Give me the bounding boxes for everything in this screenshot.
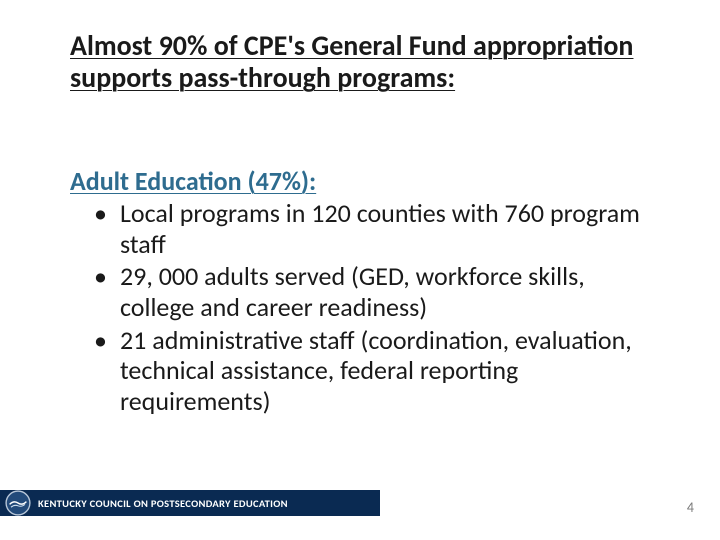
slide: Almost 90% of CPE's General Fund appropr… <box>0 0 720 540</box>
footer-bar: KENTUCKY COUNCIL ON POSTSECONDARY EDUCAT… <box>0 490 380 516</box>
logo-icon <box>4 489 32 517</box>
list-item: 29, 000 adults served (GED, workforce sk… <box>94 261 654 322</box>
slide-title: Almost 90% of CPE's General Fund appropr… <box>70 30 650 94</box>
page-number: 4 <box>687 499 694 516</box>
section-heading: Adult Education (47%): <box>70 165 316 197</box>
list-item: Local programs in 120 counties with 760 … <box>94 198 654 259</box>
bullet-list: Local programs in 120 counties with 760 … <box>94 198 654 419</box>
list-item: 21 administrative staff (coordination, e… <box>94 325 654 417</box>
footer-org-text: KENTUCKY COUNCIL ON POSTSECONDARY EDUCAT… <box>38 497 288 510</box>
